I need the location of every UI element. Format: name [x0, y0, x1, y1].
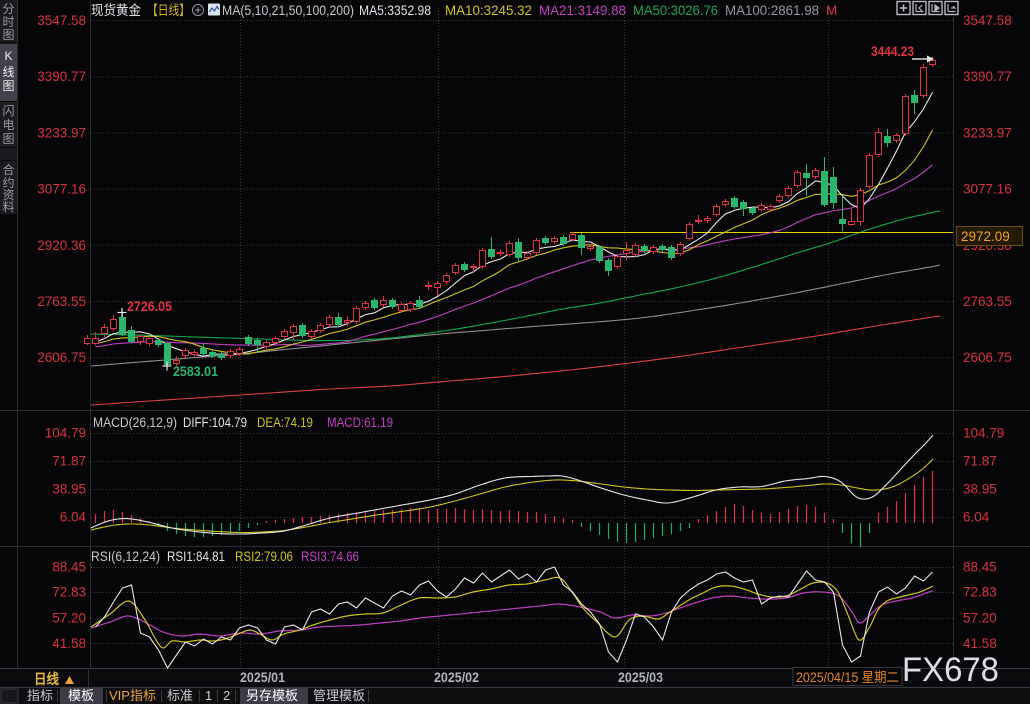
- svg-text:2606.75: 2606.75: [37, 350, 86, 365]
- svg-text:71.87: 71.87: [963, 454, 997, 469]
- svg-text:72.83: 72.83: [963, 585, 997, 600]
- svg-text:MA(5,10,21,50,100,200): MA(5,10,21,50,100,200): [222, 3, 354, 18]
- svg-text:3233.97: 3233.97: [963, 125, 1012, 140]
- svg-text:闪: 闪: [2, 104, 14, 118]
- svg-text:2: 2: [223, 688, 230, 703]
- svg-text:6.04: 6.04: [963, 510, 990, 525]
- svg-text:MACD(26,12,9): MACD(26,12,9): [93, 415, 177, 430]
- svg-text:约: 约: [2, 175, 14, 190]
- svg-text:模板: 模板: [68, 688, 94, 703]
- svg-text:另存模板: 另存模板: [246, 688, 298, 703]
- svg-text:41.58: 41.58: [52, 636, 86, 651]
- svg-text:RSI1:84.81: RSI1:84.81: [167, 549, 225, 564]
- svg-text:2920.36: 2920.36: [37, 238, 86, 253]
- svg-text:VIP指标: VIP指标: [109, 688, 156, 703]
- svg-text:RSI2:79.06: RSI2:79.06: [235, 549, 293, 564]
- svg-text:管理模板: 管理模板: [313, 688, 365, 703]
- svg-text:MA21:3149.88: MA21:3149.88: [539, 3, 626, 18]
- svg-text:2763.55: 2763.55: [37, 294, 86, 309]
- svg-text:3077.16: 3077.16: [37, 182, 86, 197]
- svg-text:3444.23: 3444.23: [871, 44, 914, 59]
- svg-text:MA10:3245.32: MA10:3245.32: [445, 3, 532, 18]
- svg-text:88.45: 88.45: [963, 560, 997, 575]
- svg-text:M: M: [826, 3, 837, 18]
- svg-text:2025/01: 2025/01: [240, 669, 285, 685]
- svg-text:图: 图: [2, 28, 14, 42]
- svg-text:分: 分: [2, 2, 14, 16]
- svg-text:88.45: 88.45: [52, 560, 86, 575]
- svg-text:104.79: 104.79: [963, 426, 1004, 441]
- svg-text:【日线】: 【日线】: [147, 3, 190, 18]
- svg-text:标准: 标准: [167, 688, 193, 703]
- svg-text:71.87: 71.87: [52, 454, 86, 469]
- svg-text:38.95: 38.95: [963, 482, 997, 497]
- svg-text:41.58: 41.58: [963, 636, 997, 651]
- svg-text:K: K: [4, 49, 12, 63]
- svg-text:MA50:3026.76: MA50:3026.76: [633, 3, 718, 18]
- svg-text:3390.77: 3390.77: [37, 69, 86, 84]
- svg-text:57.20: 57.20: [963, 611, 997, 626]
- svg-text:RSI(6,12,24): RSI(6,12,24): [91, 549, 160, 564]
- svg-text:2025/04/15 星期二: 2025/04/15 星期二: [796, 670, 899, 685]
- svg-text:料: 料: [2, 200, 14, 214]
- svg-text:MA100:2861.98: MA100:2861.98: [725, 3, 819, 18]
- svg-text:DEA:74.19: DEA:74.19: [257, 415, 313, 430]
- svg-text:时: 时: [2, 15, 14, 29]
- svg-text:线: 线: [2, 65, 14, 79]
- svg-text:DIFF:104.79: DIFF:104.79: [183, 415, 247, 430]
- svg-text:104.79: 104.79: [45, 426, 86, 441]
- svg-text:72.83: 72.83: [52, 585, 86, 600]
- svg-text:MACD:61.19: MACD:61.19: [327, 415, 393, 430]
- svg-text:资: 资: [2, 188, 14, 202]
- svg-text:RSI3:74.66: RSI3:74.66: [301, 549, 359, 564]
- svg-text:2972.09: 2972.09: [961, 229, 1010, 244]
- svg-text:3233.97: 3233.97: [37, 125, 86, 140]
- svg-text:MA5:3352.98: MA5:3352.98: [359, 3, 431, 18]
- svg-text:2726.05: 2726.05: [127, 299, 172, 314]
- svg-text:2606.75: 2606.75: [963, 350, 1012, 365]
- svg-text:2583.01: 2583.01: [173, 364, 218, 379]
- svg-text:6.04: 6.04: [60, 510, 87, 525]
- svg-text:电: 电: [2, 118, 14, 132]
- svg-text:57.20: 57.20: [52, 611, 86, 626]
- svg-text:3390.77: 3390.77: [963, 69, 1012, 84]
- svg-text:3077.16: 3077.16: [963, 182, 1012, 197]
- svg-text:2763.55: 2763.55: [963, 294, 1012, 309]
- svg-text:3547.58: 3547.58: [37, 13, 86, 28]
- svg-text:1: 1: [205, 688, 212, 703]
- svg-text:38.95: 38.95: [52, 482, 86, 497]
- svg-text:3547.58: 3547.58: [963, 13, 1012, 28]
- svg-text:图: 图: [2, 132, 14, 146]
- svg-text:合: 合: [2, 162, 14, 177]
- svg-text:2025/02: 2025/02: [434, 669, 479, 685]
- svg-text:图: 图: [2, 79, 14, 93]
- svg-text:日线: 日线: [34, 671, 59, 687]
- svg-text:指标: 指标: [27, 688, 53, 703]
- svg-text:2025/03: 2025/03: [618, 669, 663, 685]
- svg-text:现货黄金: 现货黄金: [91, 2, 141, 18]
- svg-text:FX678: FX678: [902, 651, 999, 689]
